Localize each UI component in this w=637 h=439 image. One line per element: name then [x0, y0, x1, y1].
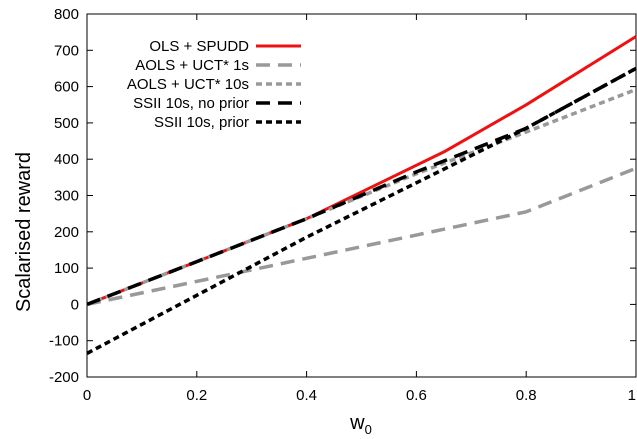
- series-line-5: [86, 66, 637, 355]
- series-line-2: [86, 166, 637, 307]
- x-axis-title-main: w: [349, 412, 365, 434]
- x-tick-label: 0.8: [516, 387, 537, 404]
- legend-label: OLS + SPUDD: [149, 38, 249, 55]
- x-axis-title-subscript: 0: [365, 422, 372, 437]
- y-tick-label: 300: [54, 188, 79, 205]
- x-tick-label: 0.2: [186, 387, 207, 404]
- axes: -200 -100 0 100 200 300 400 500 600 700 800 0 0.2 0.4…: [49, 6, 637, 404]
- legend-label: AOLS + UCT* 1s: [135, 57, 249, 74]
- y-tick-label: -100: [49, 333, 79, 350]
- legend-label: AOLS + UCT* 10s: [127, 76, 249, 93]
- legend-label: SSII 10s, no prior: [133, 95, 249, 112]
- series-lines: [86, 35, 637, 355]
- y-tick-label: 700: [54, 42, 79, 59]
- y-tick-label: 100: [54, 260, 79, 277]
- y-tick-label: 800: [54, 6, 79, 23]
- x-tick-label: 0.4: [296, 387, 317, 404]
- x-axis-title: w0: [349, 412, 372, 437]
- y-tick-label: 400: [54, 151, 79, 168]
- y-axis-title: Scalarised reward: [13, 152, 35, 312]
- y-tick-label: 0: [71, 296, 79, 313]
- y-tick-label: 500: [54, 115, 79, 132]
- x-tick-label: 0: [83, 387, 91, 404]
- legend: OLS + SPUDD AOLS + UCT* 1s AOLS + UCT* 10s…: [127, 38, 301, 131]
- y-tick-label: 600: [54, 79, 79, 96]
- x-tick-label: 1: [628, 387, 636, 404]
- legend-label: SSII 10s, prior: [154, 114, 249, 131]
- y-tick-label: 200: [54, 224, 79, 241]
- x-tick-label: 0.6: [406, 387, 427, 404]
- y-tick-label: -200: [49, 369, 79, 386]
